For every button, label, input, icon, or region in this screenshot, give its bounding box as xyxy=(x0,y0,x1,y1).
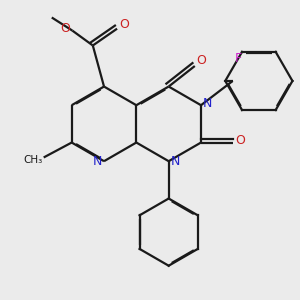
Text: N: N xyxy=(203,97,212,110)
Text: O: O xyxy=(235,134,245,147)
Text: CH₃: CH₃ xyxy=(24,155,43,166)
Text: F: F xyxy=(235,52,242,65)
Text: O: O xyxy=(196,54,206,67)
Text: O: O xyxy=(61,22,70,35)
Text: N: N xyxy=(93,155,102,168)
Text: N: N xyxy=(171,155,180,168)
Text: O: O xyxy=(119,18,129,31)
